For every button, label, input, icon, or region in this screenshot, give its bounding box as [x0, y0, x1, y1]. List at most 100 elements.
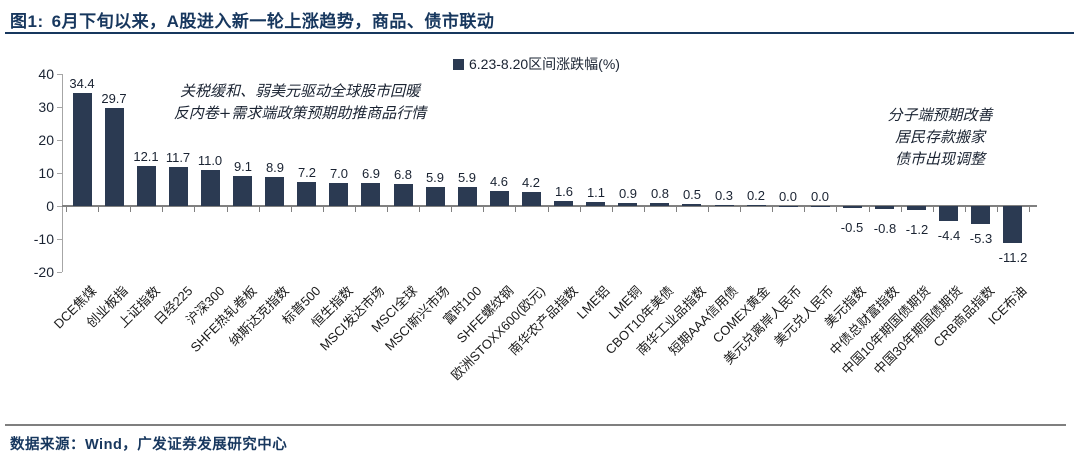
x-axis-tick	[162, 207, 163, 212]
y-axis-tick	[57, 140, 62, 141]
bar	[939, 206, 958, 221]
figure-number: 图1:	[10, 12, 44, 31]
bar-value-label: -5.3	[969, 230, 993, 246]
bar	[233, 176, 252, 206]
x-axis-tick	[227, 207, 228, 212]
x-axis-tick	[259, 207, 260, 212]
x-axis-tick	[387, 207, 388, 212]
x-axis-tick	[772, 207, 773, 212]
bar	[329, 182, 348, 206]
x-axis-tick	[612, 207, 613, 212]
x-axis-tick	[548, 207, 549, 212]
bar-value-label: 4.6	[489, 173, 509, 189]
bar-value-label: 0.0	[810, 189, 830, 204]
data-source: 数据来源：Wind，广发证券发展研究中心	[10, 437, 288, 453]
x-axis-tick	[323, 207, 324, 212]
x-axis-tick	[965, 207, 966, 212]
x-axis-tick	[355, 207, 356, 212]
bar	[137, 166, 156, 206]
y-axis-tick	[57, 272, 62, 273]
bar-value-label: -1.2	[905, 222, 929, 237]
y-axis-tick-label: -10	[33, 231, 54, 247]
y-axis-tick	[57, 173, 62, 174]
bar	[458, 186, 477, 206]
bar	[73, 92, 92, 206]
bar	[490, 190, 509, 206]
x-axis-tick	[98, 207, 99, 212]
bar-value-label: -0.8	[873, 220, 897, 236]
bar	[875, 206, 894, 209]
bar-value-label: 5.9	[457, 169, 477, 185]
bar	[715, 205, 734, 206]
title-divider	[5, 32, 1074, 34]
figure-title: 图1: 6月下旬以来，A股进入新一轮上涨趋势，商品、债市联动	[10, 7, 494, 32]
bar-value-label: 0.5	[682, 187, 702, 203]
x-axis-tick	[291, 207, 292, 212]
x-axis-tick	[515, 207, 516, 212]
bar-value-label: 8.9	[265, 159, 285, 175]
bar	[361, 183, 380, 206]
bar	[779, 206, 798, 207]
bar-value-label: 0.9	[618, 186, 638, 201]
chart-legend: 6.23-8.20区间涨跌幅(%)	[453, 54, 620, 74]
bar-value-label: 34.4	[69, 75, 95, 91]
x-axis-tick	[130, 207, 131, 212]
bar-value-label: 0.2	[746, 188, 766, 204]
bar	[265, 176, 284, 206]
y-axis-tick	[57, 206, 62, 207]
bar	[811, 206, 830, 207]
bar-value-label: 7.0	[329, 165, 349, 181]
annotation-left: 关税缓和、弱美元驱动全球股市回暖 反内卷+需求端政策预期助推商品行情	[173, 82, 427, 122]
y-axis-tick-label: 0	[46, 198, 54, 214]
bar	[394, 183, 413, 206]
bar	[522, 192, 541, 206]
bar-value-label: 5.9	[425, 169, 445, 185]
annotation-right: 分子端预期改善 居民存款搬家 债市出现调整	[887, 106, 993, 168]
bar	[618, 203, 637, 206]
x-axis-tick	[997, 207, 998, 212]
bar-value-label: -11.2	[998, 250, 1028, 265]
bar	[650, 203, 669, 206]
y-axis-tick	[57, 74, 62, 75]
bar-value-label: 29.7	[101, 91, 127, 106]
bar-value-label: 4.2	[521, 175, 541, 191]
x-axis-tick	[740, 207, 741, 212]
x-axis-label: LME铝	[573, 283, 613, 322]
y-axis-tick-label: 40	[38, 66, 54, 82]
bar-value-label: -4.4	[937, 227, 961, 243]
bar	[747, 205, 766, 207]
bar-value-label: 0.3	[714, 188, 734, 203]
x-axis-tick	[836, 207, 837, 212]
y-axis-tick-label: 20	[38, 132, 54, 148]
bar	[843, 206, 862, 208]
y-axis-tick-label: 10	[38, 165, 54, 181]
figure-title-text: 6月下旬以来，A股进入新一轮上涨趋势，商品、债市联动	[51, 12, 495, 31]
footer-divider	[5, 424, 1066, 426]
y-axis-line	[62, 74, 63, 272]
bar-value-label: 11.7	[165, 150, 191, 166]
x-axis-tick	[66, 207, 67, 212]
x-axis-tick	[708, 207, 709, 212]
x-axis-tick	[1029, 207, 1030, 212]
x-axis-tick	[419, 207, 420, 212]
bar-value-label: 6.9	[361, 166, 381, 182]
y-axis-tick	[57, 107, 62, 108]
x-axis-tick	[194, 207, 195, 212]
bar	[297, 182, 316, 206]
x-axis-tick	[901, 207, 902, 212]
bar	[169, 167, 188, 206]
legend-swatch-icon	[453, 58, 464, 70]
bar-value-label: 9.1	[233, 159, 253, 174]
bar	[586, 202, 605, 206]
bar-value-label: 1.1	[586, 185, 606, 201]
bar-value-label: -0.5	[840, 219, 864, 235]
x-axis-tick	[676, 207, 677, 212]
bar	[682, 204, 701, 206]
bar	[971, 206, 990, 224]
y-axis-tick	[57, 239, 62, 240]
bar-value-label: 11.0	[197, 152, 223, 168]
x-axis-line	[62, 205, 1037, 207]
x-axis-tick	[644, 207, 645, 212]
